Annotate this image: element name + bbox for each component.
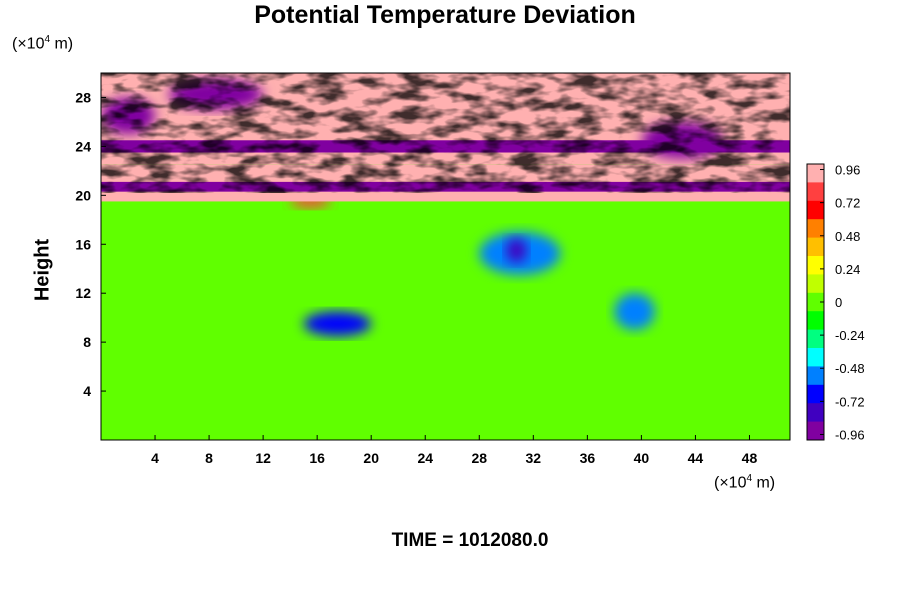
colorbar-segment-11 [807, 366, 824, 386]
colorbar-segment-14 [807, 421, 824, 441]
x-tick-label-24: 24 [417, 450, 433, 466]
colorbar-tick-label-1: 0.72 [835, 196, 860, 211]
y-tick-label-16: 16 [75, 236, 91, 252]
y-tick-label-20: 20 [75, 187, 91, 203]
colorbar-segment-8 [807, 311, 824, 331]
colorbar-segment-9 [807, 329, 824, 349]
field-region-4 [303, 311, 372, 337]
x-tick-label-8: 8 [205, 450, 213, 466]
colorbar-segment-12 [807, 384, 824, 404]
x-tick-label-12: 12 [255, 450, 271, 466]
field-region-5 [614, 293, 655, 330]
x-tick-label-4: 4 [151, 450, 159, 466]
y-tick-label-8: 8 [83, 334, 91, 350]
x-tick-label-20: 20 [363, 450, 379, 466]
x-tick-label-44: 44 [688, 450, 704, 466]
heatmap-field [101, 73, 790, 440]
y-tick-label-12: 12 [75, 285, 91, 301]
y-tick-label-4: 4 [83, 383, 91, 399]
colorbar-segment-1 [807, 182, 824, 202]
colorbar-segment-4 [807, 237, 824, 257]
colorbar-segment-0 [807, 164, 824, 183]
colorbar: 0.96 0.72 0.48 0.24 0 -0.24 -0.48 -0.72 -0.96 [806, 163, 865, 442]
chart-title: Potential Temperature Deviation [254, 1, 636, 29]
colorbar-tick-label-0: 0.96 [835, 163, 860, 178]
x-tick-label-36: 36 [580, 450, 596, 466]
y-axis-unit: (×104 m) [12, 34, 74, 53]
plot-frame [100, 72, 791, 441]
x-tick-label-40: 40 [634, 450, 650, 466]
colorbar-segment-2 [807, 200, 824, 220]
colorbar-tick-label-2: 0.48 [835, 229, 860, 244]
colorbar-segment-10 [807, 348, 824, 367]
colorbar-segment-3 [807, 219, 824, 239]
y-tick-label-24: 24 [75, 138, 91, 154]
x-tick-label-16: 16 [309, 450, 325, 466]
colorbar-tick-label-7: -0.72 [835, 394, 865, 409]
colorbar-segment-7 [807, 292, 824, 312]
y-axis: 4 8 12 16 20 24 28 [75, 89, 106, 399]
colorbar-segment-5 [807, 256, 824, 275]
colorbar-segment-6 [807, 274, 824, 294]
colorbar-tick-label-8: -0.96 [835, 427, 865, 442]
y-tick-label-28: 28 [75, 89, 91, 105]
x-tick-label-48: 48 [742, 450, 758, 466]
colorbar-tick-label-4: 0 [835, 295, 842, 310]
x-tick-label-28: 28 [471, 450, 487, 466]
colorbar-tick-label-6: -0.48 [835, 361, 865, 376]
colorbar-segment-13 [807, 403, 824, 423]
x-axis: 4 8 12 16 20 24 28 32 36 40 44 48 [151, 435, 757, 466]
x-axis-unit: (×104 m) [714, 473, 776, 492]
field-region-1 [101, 201, 790, 281]
field-region-3 [506, 238, 527, 263]
time-label: TIME = 1012080.0 [391, 530, 549, 551]
colorbar-tick-label-3: 0.24 [835, 262, 860, 277]
colorbar-tick-label-5: -0.24 [835, 328, 865, 343]
x-tick-label-32: 32 [526, 450, 542, 466]
